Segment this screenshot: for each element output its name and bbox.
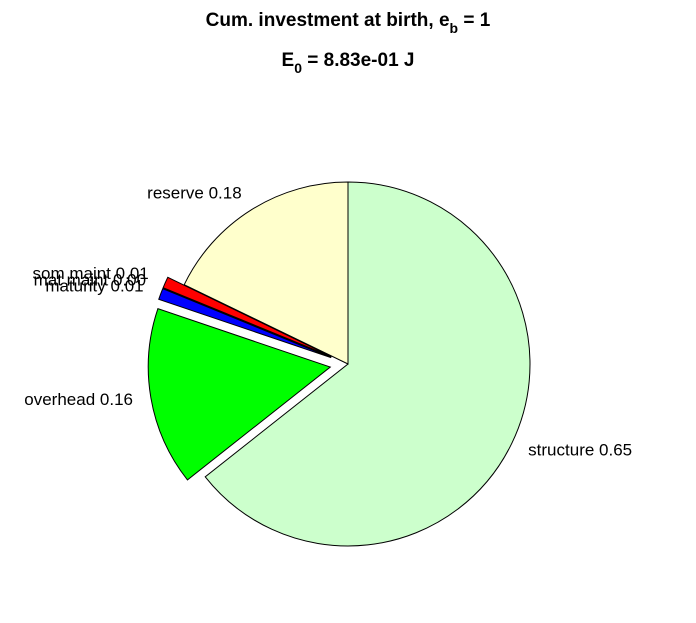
pie-slice (162, 276, 332, 358)
slice-value: 0.65 (599, 441, 632, 460)
slice-name: maturity (45, 277, 106, 296)
slice-name: structure (528, 441, 594, 460)
chart-subtitle: E0 = 8.83e-01 J (282, 50, 415, 76)
slice-name: reserve (147, 184, 204, 203)
slice-label: overhead 0.16 (24, 391, 133, 410)
slice-value: 0.00 (113, 271, 146, 290)
pie-slice (147, 308, 332, 481)
slice-value: 0.01 (116, 265, 149, 284)
slice-label: reserve 0.18 (147, 184, 242, 203)
slice-name: mat maint (34, 271, 109, 290)
subtitle-part: E (282, 50, 295, 71)
slice-label: mat maint 0.00 (34, 271, 146, 290)
pie-slice (204, 181, 531, 547)
slice-label: structure 0.65 (528, 441, 632, 460)
slice-value: 0.18 (209, 184, 242, 203)
slice-name: overhead (24, 391, 95, 410)
slice-value: 0.01 (111, 277, 144, 296)
chart-title: Cum. investment at birth, eb = 1 (206, 10, 491, 36)
slice-label: maturity 0.01 (45, 277, 143, 296)
slice-value: 0.16 (100, 391, 133, 410)
pie-slice (158, 288, 332, 359)
title-part: Cum. investment at birth, e (206, 10, 450, 31)
slice-label: som maint 0.01 (33, 265, 149, 284)
subtitle-subscript: 0 (294, 60, 302, 76)
pie-slice (183, 181, 349, 365)
slice-name: som maint (33, 265, 112, 284)
title-subscript: b (450, 20, 459, 36)
title-part: = 1 (458, 10, 491, 31)
subtitle-part: = 8.83e-01 J (302, 50, 415, 71)
